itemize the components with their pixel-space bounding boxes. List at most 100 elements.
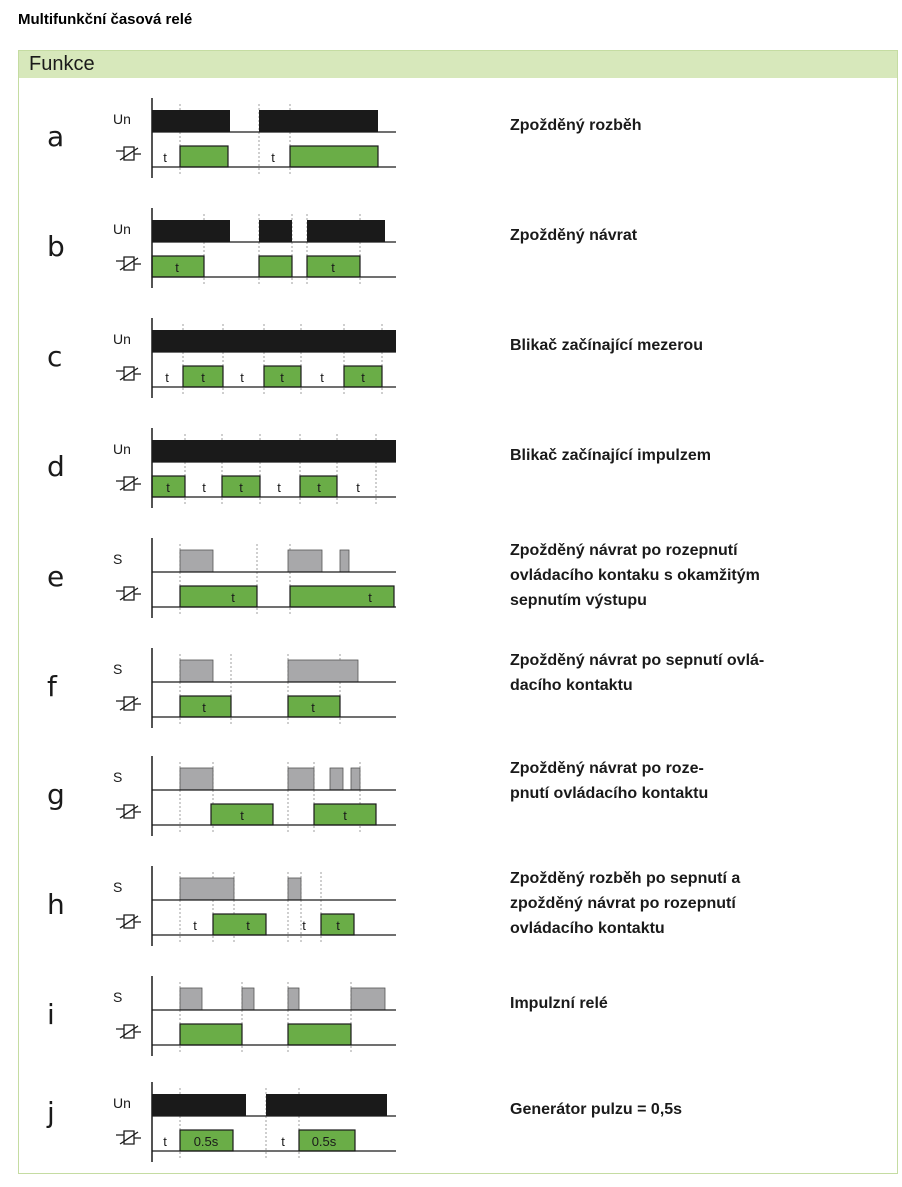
relay-coil-shape <box>116 1130 141 1145</box>
signal-label: S <box>113 551 122 567</box>
function-description: Impulzní relé <box>510 995 608 1012</box>
control-pulse <box>179 659 214 683</box>
supply-pulse <box>152 330 396 352</box>
timing-diagram: Un t t t t t t <box>113 318 396 398</box>
timing-label: 0.5s <box>312 1134 337 1149</box>
output-pulse <box>289 585 395 608</box>
supply-pulse <box>259 220 292 242</box>
relay-coil-icon <box>116 696 141 711</box>
relay-coil-icon <box>116 1024 141 1039</box>
timing-label: t <box>240 808 244 823</box>
relay-coil-icon <box>116 146 141 161</box>
control-pulse <box>329 767 344 791</box>
function-row-g: g Zpožděný návrat po roze- pnutí ovládací… <box>0 756 880 861</box>
timing-label: t <box>202 700 206 715</box>
control-pulse <box>179 877 235 901</box>
control-pulse <box>287 549 323 573</box>
timing-label: t <box>201 370 205 385</box>
signal-label: S <box>113 879 122 895</box>
timing-label: t <box>165 370 169 385</box>
control-pulse <box>350 987 386 1011</box>
relay-coil-shape <box>116 366 141 381</box>
function-row-a: a Zpožděný rozběh Un t t <box>0 98 880 203</box>
timing-label: t <box>231 590 235 605</box>
function-description: Blikač začínající impulzem <box>510 447 711 464</box>
supply-pulse <box>307 220 385 242</box>
supply-pulse <box>266 1094 387 1116</box>
function-description: Blikač začínající mezerou <box>510 337 703 354</box>
relay-coil-shape <box>116 256 141 271</box>
output-pulse <box>289 145 379 168</box>
timing-diagram: St t t t <box>113 866 396 946</box>
panel-title: Funkce <box>29 53 95 75</box>
signal-label: Un <box>113 221 131 237</box>
relay-coil-shape <box>116 696 141 711</box>
output-pulse <box>179 1023 243 1046</box>
function-description: Zpožděný návrat po roze- pnutí ovládacíh… <box>510 760 709 802</box>
control-pulse <box>287 877 302 901</box>
function-description: Zpožděný návrat po sepnutí ovlá- dacího … <box>510 652 765 694</box>
function-letter: j <box>47 1096 55 1129</box>
supply-pulse <box>152 220 230 242</box>
function-row-j: j Generátor pulzu = 0,5s Un t 0.5s t 0.5s <box>0 1082 880 1187</box>
function-description: Zpožděný návrat <box>510 227 638 244</box>
function-description: Zpožděný návrat po rozepnutí ovládacího … <box>510 542 760 609</box>
supply-pulse <box>259 110 378 132</box>
timing-label: t <box>271 150 275 165</box>
supply-pulse <box>152 1094 246 1116</box>
timing-diagram: St t <box>113 648 396 728</box>
control-pulse <box>179 767 214 791</box>
document-title: Multifunkční časová relé <box>18 11 193 28</box>
output-pulse <box>258 255 293 278</box>
relay-coil-shape <box>116 914 141 929</box>
timing-label: t <box>317 480 321 495</box>
timing-label: t <box>163 150 167 165</box>
timing-label: t <box>356 480 360 495</box>
timing-label: t <box>163 1134 167 1149</box>
signal-label: S <box>113 661 122 677</box>
function-description: Zpožděný rozběh po sepnutí a zpožděný ná… <box>510 870 741 937</box>
signal-label: Un <box>113 441 131 457</box>
timing-label: t <box>166 480 170 495</box>
function-row-e: e Zpožděný návrat po rozepnutí ovládacího… <box>0 538 880 643</box>
timing-label: t <box>361 370 365 385</box>
output-pulse <box>287 1023 352 1046</box>
timing-label: t <box>331 260 335 275</box>
function-letter: d <box>47 450 65 483</box>
panel-header: Funkce <box>19 51 897 78</box>
function-letter: f <box>47 670 57 703</box>
functions-panel: Funkce <box>18 50 898 1174</box>
timing-label: t <box>193 918 197 933</box>
timing-label: t <box>368 590 372 605</box>
function-letter: h <box>47 888 65 921</box>
relay-coil-icon <box>116 1130 141 1145</box>
relay-coil-icon <box>116 804 141 819</box>
relay-coil-shape <box>116 146 141 161</box>
output-pulse <box>212 913 267 936</box>
timing-label: t <box>336 918 340 933</box>
function-row-h: h Zpožděný rozběh po sepnutí a zpožděný n… <box>0 866 880 971</box>
function-row-f: f Zpožděný návrat po sepnutí ovlá- dacího… <box>0 648 880 753</box>
function-row-c: c Blikač začínající mezerou Un t t t t t t <box>0 318 880 423</box>
timing-diagram: Un t t t t t t <box>113 428 396 508</box>
timing-label: t <box>240 370 244 385</box>
timing-label: t <box>311 700 315 715</box>
timing-label: t <box>246 918 250 933</box>
signal-label: Un <box>113 1095 131 1111</box>
control-pulse <box>350 767 361 791</box>
relay-coil-icon <box>116 914 141 929</box>
control-pulse <box>241 987 255 1011</box>
function-description: Zpožděný rozběh <box>510 117 642 134</box>
function-letter: b <box>47 230 65 263</box>
output-pulse <box>179 145 229 168</box>
timing-label: t <box>175 260 179 275</box>
signal-label: S <box>113 769 122 785</box>
timing-label: t <box>343 808 347 823</box>
function-row-d: d Blikač začínající impulzem Un t t t t t t <box>0 428 880 533</box>
output-pulse <box>179 585 258 608</box>
signal-label: Un <box>113 111 131 127</box>
relay-coil-shape <box>116 586 141 601</box>
timing-label: t <box>302 918 306 933</box>
timing-diagram: St t <box>113 756 396 836</box>
relay-coil-shape <box>116 1024 141 1039</box>
